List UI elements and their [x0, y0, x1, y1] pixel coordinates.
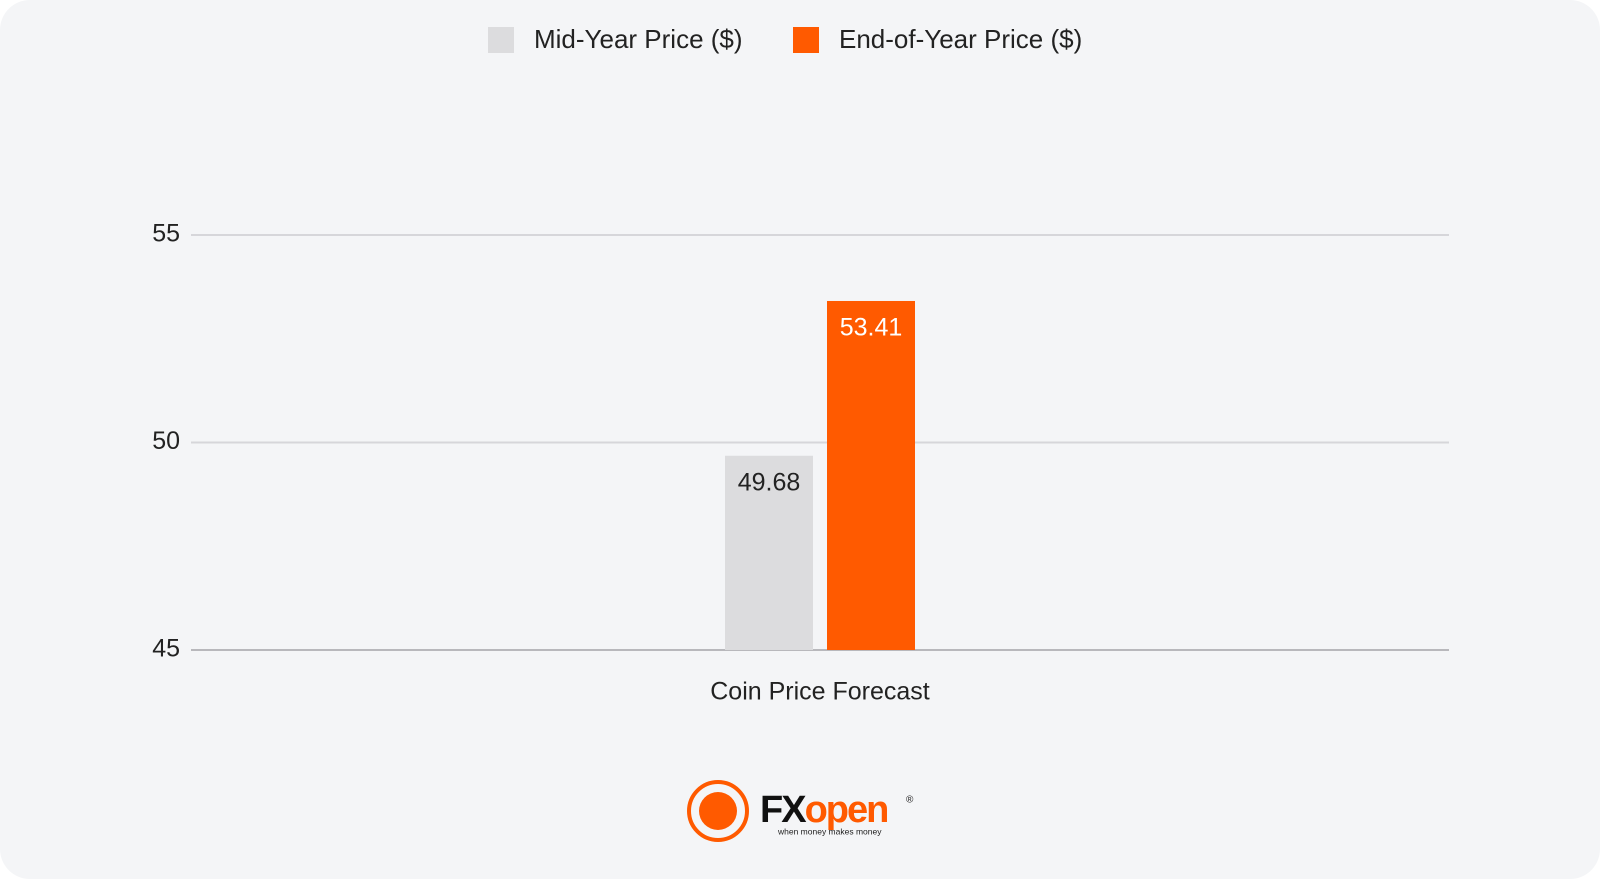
logo-emblem — [699, 792, 737, 830]
y-tick-label: 50 — [152, 427, 180, 455]
bar — [827, 300, 915, 650]
logo-registered: ® — [906, 795, 914, 806]
logo-ring — [687, 780, 749, 842]
y-tick-label: 55 — [152, 220, 180, 248]
logo-tagline: when money makes money — [777, 826, 882, 836]
legend-swatch — [488, 27, 514, 53]
value-label: 53.41 — [840, 314, 903, 342]
legend-swatch — [793, 27, 819, 53]
y-tick-label: 45 — [152, 635, 180, 663]
legend-label: Mid-Year Price ($) — [534, 24, 743, 54]
legend-label: End-of-Year Price ($) — [839, 24, 1082, 54]
value-label: 49.68 — [738, 468, 801, 496]
logo-brand-dark: FX — [760, 789, 807, 831]
x-tick-label: Coin Price Forecast — [710, 678, 930, 706]
logo: FXopen ® when money makes money — [687, 780, 914, 842]
bar — [725, 455, 813, 650]
logo-brand-accent: open — [805, 789, 888, 831]
logo-brand: FXopen — [760, 789, 887, 831]
